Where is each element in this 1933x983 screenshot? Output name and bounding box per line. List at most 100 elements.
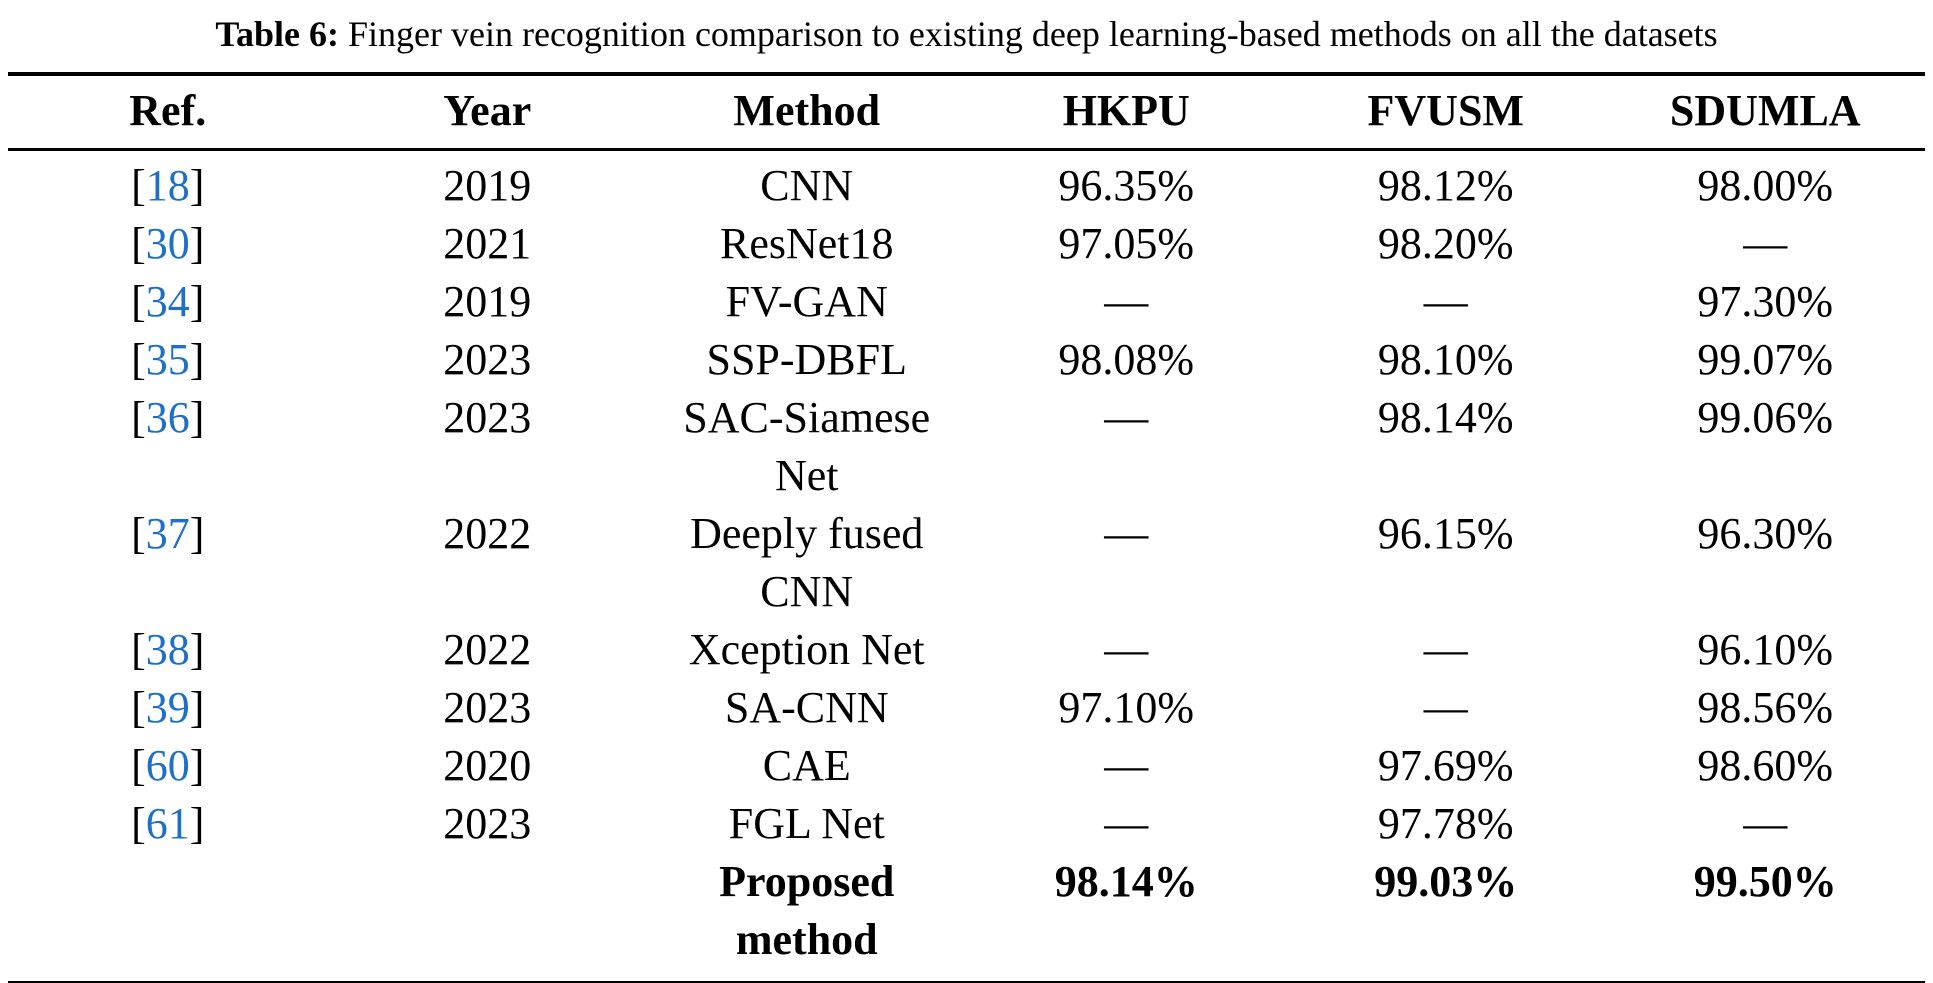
year-cell: 2020 [443,741,532,790]
ref-bracket-close: ] [189,741,205,790]
hkpu-cell: — [1104,625,1149,674]
ref-citation-link[interactable]: 39 [145,683,190,732]
method-cell: FGL Net [647,795,967,853]
table-row: [36] 2023 SAC-Siamese Net — 98.14% 99.06% [8,389,1925,505]
ref-bracket-close: ] [189,161,205,210]
method-name: SAC-Siamese Net [683,393,931,500]
sdumla-cell: 98.56% [1697,683,1834,732]
sdumla-cell: — [1743,799,1788,848]
method-cell: Xception Net [647,621,967,679]
ref-cell: [37] [8,505,328,621]
ref-cell: [35] [8,331,328,389]
hkpu-cell: 97.10% [1058,683,1195,732]
year-cell: 2023 [443,683,532,732]
method-name: Proposed method [719,857,895,964]
fvusm-cell: 99.03% [1374,857,1518,906]
table-row: [61] 2023 FGL Net — 97.78% — [8,795,1925,853]
hkpu-cell: — [1104,799,1149,848]
ref-bracket-open: [ [131,393,146,442]
sdumla-cell: 97.30% [1697,277,1834,326]
ref-bracket-close: ] [189,799,205,848]
fvusm-cell: 98.14% [1377,393,1514,442]
fvusm-cell: — [1423,683,1468,732]
hkpu-cell: — [1104,509,1149,558]
ref-bracket-close: ] [189,683,205,732]
sdumla-cell: 99.50% [1693,857,1837,906]
ref-bracket-close: ] [189,335,205,384]
ref-citation-link[interactable]: 60 [145,741,190,790]
ref-cell: [61] [8,795,328,853]
ref-citation-link[interactable]: 38 [145,625,190,674]
column-header-fvusm: FVUSM [1286,74,1606,151]
year-cell: 2019 [443,277,532,326]
fvusm-cell: 97.69% [1377,741,1514,790]
sdumla-cell: 99.06% [1697,393,1834,442]
ref-bracket-open: [ [131,161,146,210]
ref-citation-link[interactable]: 61 [145,799,190,848]
method-cell: Deeply fused CNN [647,505,967,621]
table-header: Ref. Year Method HKPU FVUSM SDUMLA [8,74,1925,151]
hkpu-cell: 98.14% [1054,857,1198,906]
method-cell: SAC-Siamese Net [647,389,967,505]
ref-cell: [39] [8,679,328,737]
ref-cell [8,853,328,983]
ref-cell: [60] [8,737,328,795]
ref-citation-link[interactable]: 18 [145,161,190,210]
ref-cell: [30] [8,215,328,273]
column-header-sdumla: SDUMLA [1605,74,1925,151]
table-row: [38] 2022 Xception Net — — 96.10% [8,621,1925,679]
table-row: Proposed method 98.14% 99.03% 99.50% [8,853,1925,983]
sdumla-cell: 96.10% [1697,625,1834,674]
fvusm-cell: 96.15% [1377,509,1514,558]
hkpu-cell: 97.05% [1058,219,1195,268]
fvusm-cell: 98.10% [1377,335,1514,384]
ref-cell: [18] [8,150,328,216]
table-row: [60] 2020 CAE — 97.69% 98.60% [8,737,1925,795]
table-row: [35] 2023 SSP-DBFL 98.08% 98.10% 99.07% [8,331,1925,389]
ref-citation-link[interactable]: 35 [145,335,190,384]
sdumla-cell: — [1743,219,1788,268]
table-row: [18] 2019 CNN 96.35% 98.12% 98.00% [8,150,1925,216]
fvusm-cell: 97.78% [1377,799,1514,848]
method-name: FV-GAN [725,277,888,326]
method-name: ResNet18 [719,219,894,268]
ref-cell: [38] [8,621,328,679]
table-caption-label: Table 6: [215,14,340,54]
method-cell: SA-CNN [647,679,967,737]
year-cell: 2022 [443,625,532,674]
ref-bracket-open: [ [131,277,146,326]
ref-bracket-close: ] [189,277,205,326]
year-cell: 2019 [443,161,532,210]
table-caption-text: Finger vein recognition comparison to ex… [348,14,1718,54]
method-name: Xception Net [688,625,925,674]
ref-bracket-open: [ [131,799,146,848]
year-cell: 2022 [443,509,532,558]
method-name: Deeply fused CNN [690,509,924,616]
method-cell: Proposed method [647,853,967,983]
hkpu-cell: — [1104,393,1149,442]
ref-bracket-open: [ [131,219,146,268]
ref-citation-link[interactable]: 37 [145,509,190,558]
ref-citation-link[interactable]: 30 [145,219,190,268]
comparison-table: Ref. Year Method HKPU FVUSM SDUMLA [18] 2019 CN… [8,72,1925,983]
ref-cell: [36] [8,389,328,505]
table-row: [34] 2019 FV-GAN — — 97.30% [8,273,1925,331]
ref-bracket-open: [ [131,683,146,732]
hkpu-cell: 98.08% [1058,335,1195,384]
ref-bracket-open: [ [131,509,146,558]
fvusm-cell: — [1423,277,1468,326]
method-name: SSP-DBFL [706,335,908,384]
ref-citation-link[interactable]: 34 [145,277,190,326]
ref-bracket-close: ] [189,509,205,558]
method-name: CNN [760,161,854,210]
method-cell: CAE [647,737,967,795]
ref-citation-link[interactable]: 36 [145,393,190,442]
method-name: CAE [762,741,851,790]
ref-bracket-close: ] [189,393,205,442]
column-header-ref: Ref. [8,74,328,151]
year-cell: 2023 [443,393,532,442]
method-name: FGL Net [728,799,885,848]
table-row: [39] 2023 SA-CNN 97.10% — 98.56% [8,679,1925,737]
year-cell: 2021 [443,219,532,268]
